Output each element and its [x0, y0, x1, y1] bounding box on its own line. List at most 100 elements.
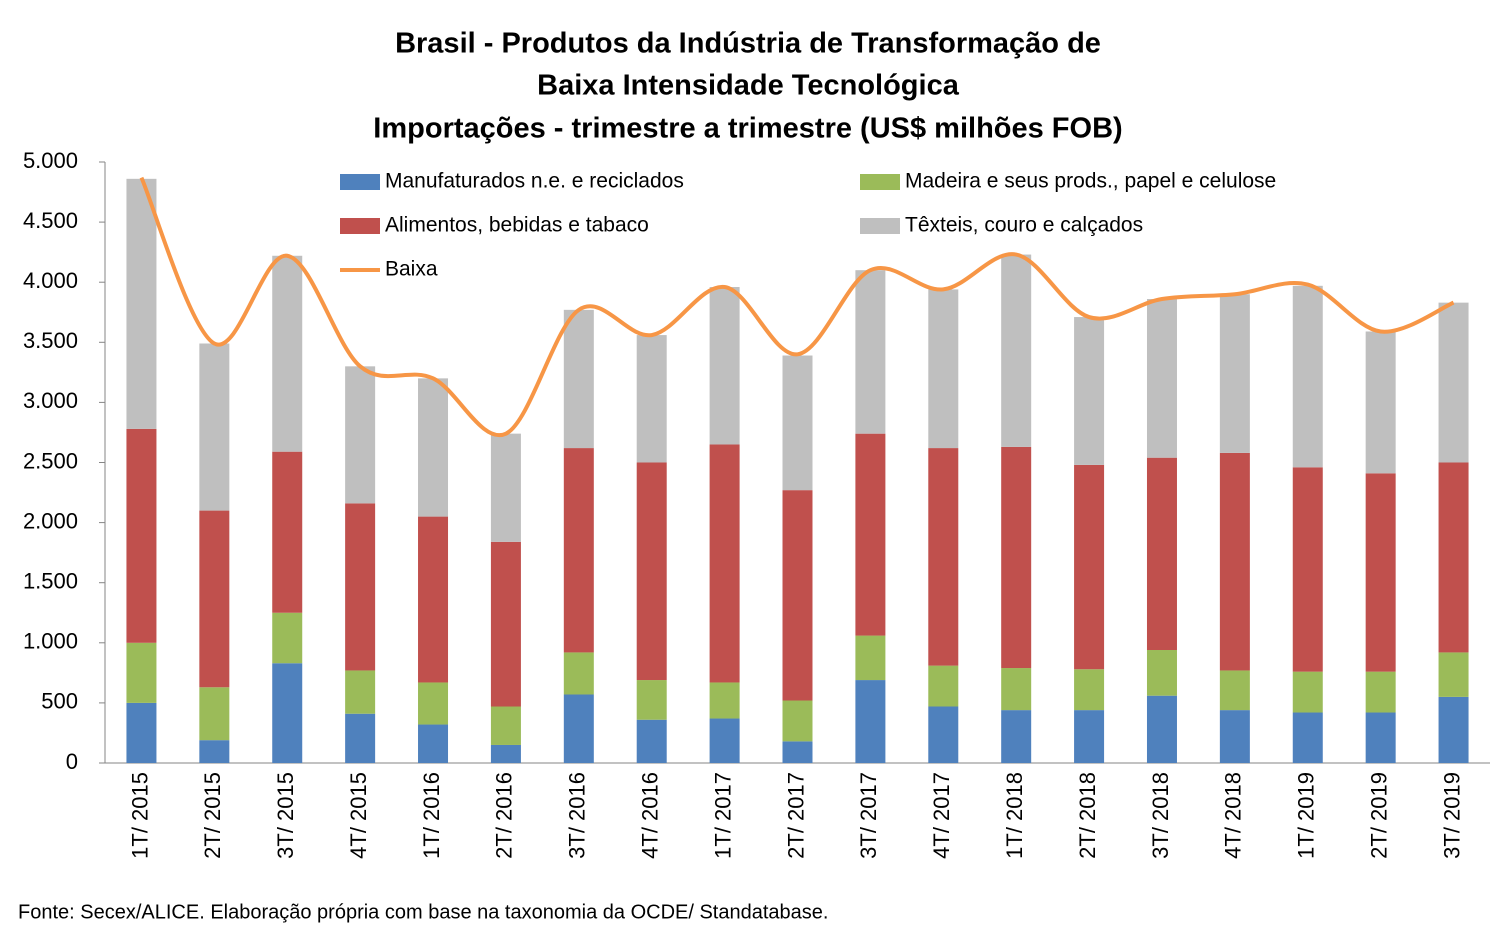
bar-segment [782, 700, 813, 742]
x-tick-label: 1T/ 2019 [1294, 772, 1319, 859]
x-tick-label: 2T/ 2015 [200, 772, 225, 859]
bar-segment [1365, 712, 1396, 763]
y-tick-label: 500 [41, 689, 78, 714]
bar-segment [563, 448, 594, 653]
bar-segment [345, 503, 376, 671]
bar-segment [1001, 254, 1032, 447]
bar-segment [1365, 671, 1396, 713]
bar-segment [1365, 473, 1396, 672]
legend-label: Manufaturados n.e. e reciclados [385, 170, 684, 193]
legend-label: Madeira e seus prods., papel e celulose [905, 170, 1276, 193]
x-tick-label: 3T/ 2019 [1439, 772, 1464, 859]
bar-segment [199, 740, 230, 763]
bar-segment [1001, 446, 1032, 669]
y-tick-label: 2.000 [23, 508, 78, 533]
bar-segment [126, 178, 157, 429]
bar-segment [709, 444, 740, 683]
x-tick-label: 1T/ 2018 [1002, 772, 1027, 859]
legend-label: Baixa [385, 258, 438, 281]
bar-segment [855, 680, 886, 763]
x-tick-label: 4T/ 2018 [1221, 772, 1246, 859]
bar-segment [1146, 695, 1177, 763]
x-tick-label: 2T/ 2019 [1366, 772, 1391, 859]
bar-segment [490, 541, 521, 707]
bar-segment [782, 490, 813, 701]
x-tick-label: 1T/ 2016 [419, 772, 444, 859]
x-tick-label: 2T/ 2018 [1075, 772, 1100, 859]
bar-segment [1001, 710, 1032, 763]
bar-segment [1146, 457, 1177, 651]
chart-title: Importações - trimestre a trimestre (US$… [373, 113, 1122, 145]
bar-segment [1292, 671, 1323, 713]
y-tick-label: 1.000 [23, 629, 78, 654]
bar-segment [855, 635, 886, 681]
bar-segment [1292, 467, 1323, 672]
bar-segment [345, 713, 376, 763]
bar-segment [709, 718, 740, 763]
bar-segment [345, 366, 376, 504]
bar-segment [636, 335, 667, 463]
line-series [139, 176, 1455, 438]
bar-segment [563, 309, 594, 449]
bar-segment [418, 378, 449, 517]
chart-title: Baixa Intensidade Tecnológica [537, 70, 960, 102]
bar-segment [1001, 668, 1032, 711]
bar-segment [709, 287, 740, 445]
legend-label: Alimentos, bebidas e tabaco [385, 214, 649, 237]
bar-segment [1074, 464, 1105, 670]
bar-segment [1365, 331, 1396, 474]
bar-segment [1074, 669, 1105, 711]
legend-swatch [860, 174, 900, 190]
bar-segment [636, 462, 667, 681]
bar-segment [563, 694, 594, 763]
bar-segment [782, 741, 813, 763]
bar-segment [345, 670, 376, 714]
bar-segment [1292, 285, 1323, 468]
bar-segment [199, 687, 230, 741]
bar-segment [1438, 696, 1469, 763]
bar-segment [126, 702, 157, 763]
bar-segment [490, 706, 521, 745]
bar-segment [1438, 462, 1469, 653]
bar-segment [272, 612, 303, 664]
bar-segment [1146, 299, 1177, 458]
x-tick-label: 3T/ 2015 [273, 772, 298, 859]
bar-segment [418, 724, 449, 763]
x-tick-label: 2T/ 2017 [783, 772, 808, 859]
legend-swatch [860, 218, 900, 234]
y-tick-label: 1.500 [23, 569, 78, 594]
x-tick-label: 1T/ 2017 [710, 772, 735, 859]
x-tick-label: 4T/ 2017 [929, 772, 954, 859]
bar-segment [782, 355, 813, 491]
bar-segment [1292, 712, 1323, 763]
bar-segment [709, 682, 740, 719]
bar-segment [563, 652, 594, 695]
legend-swatch [340, 174, 380, 190]
bar-segment [1438, 302, 1469, 463]
bar-segment [1438, 652, 1469, 697]
chart-title: Brasil - Produtos da Indústria de Transf… [395, 28, 1101, 60]
bar-segment [1219, 710, 1250, 763]
bar-segment [199, 510, 230, 688]
bar-segment [490, 744, 521, 763]
bar-segment [855, 270, 886, 434]
y-tick-label: 3.500 [23, 328, 78, 353]
x-tick-label: 1T/ 2015 [127, 772, 152, 859]
y-tick-label: 5.000 [23, 148, 78, 173]
bar-segment [418, 682, 449, 725]
bar-segment [1219, 294, 1250, 453]
bar-segment [1074, 317, 1105, 465]
x-tick-label: 4T/ 2016 [638, 772, 663, 859]
x-tick-label: 3T/ 2016 [565, 772, 590, 859]
bar-segment [928, 289, 959, 449]
bar-segment [418, 516, 449, 683]
bar-segment [272, 663, 303, 763]
bar-segment [928, 706, 959, 763]
x-tick-label: 4T/ 2015 [346, 772, 371, 859]
y-tick-label: 4.500 [23, 208, 78, 233]
y-tick-label: 2.500 [23, 448, 78, 473]
x-tick-label: 3T/ 2017 [856, 772, 881, 859]
bar-segment [928, 665, 959, 707]
bar-segment [1146, 650, 1177, 696]
bar-segment [272, 451, 303, 613]
